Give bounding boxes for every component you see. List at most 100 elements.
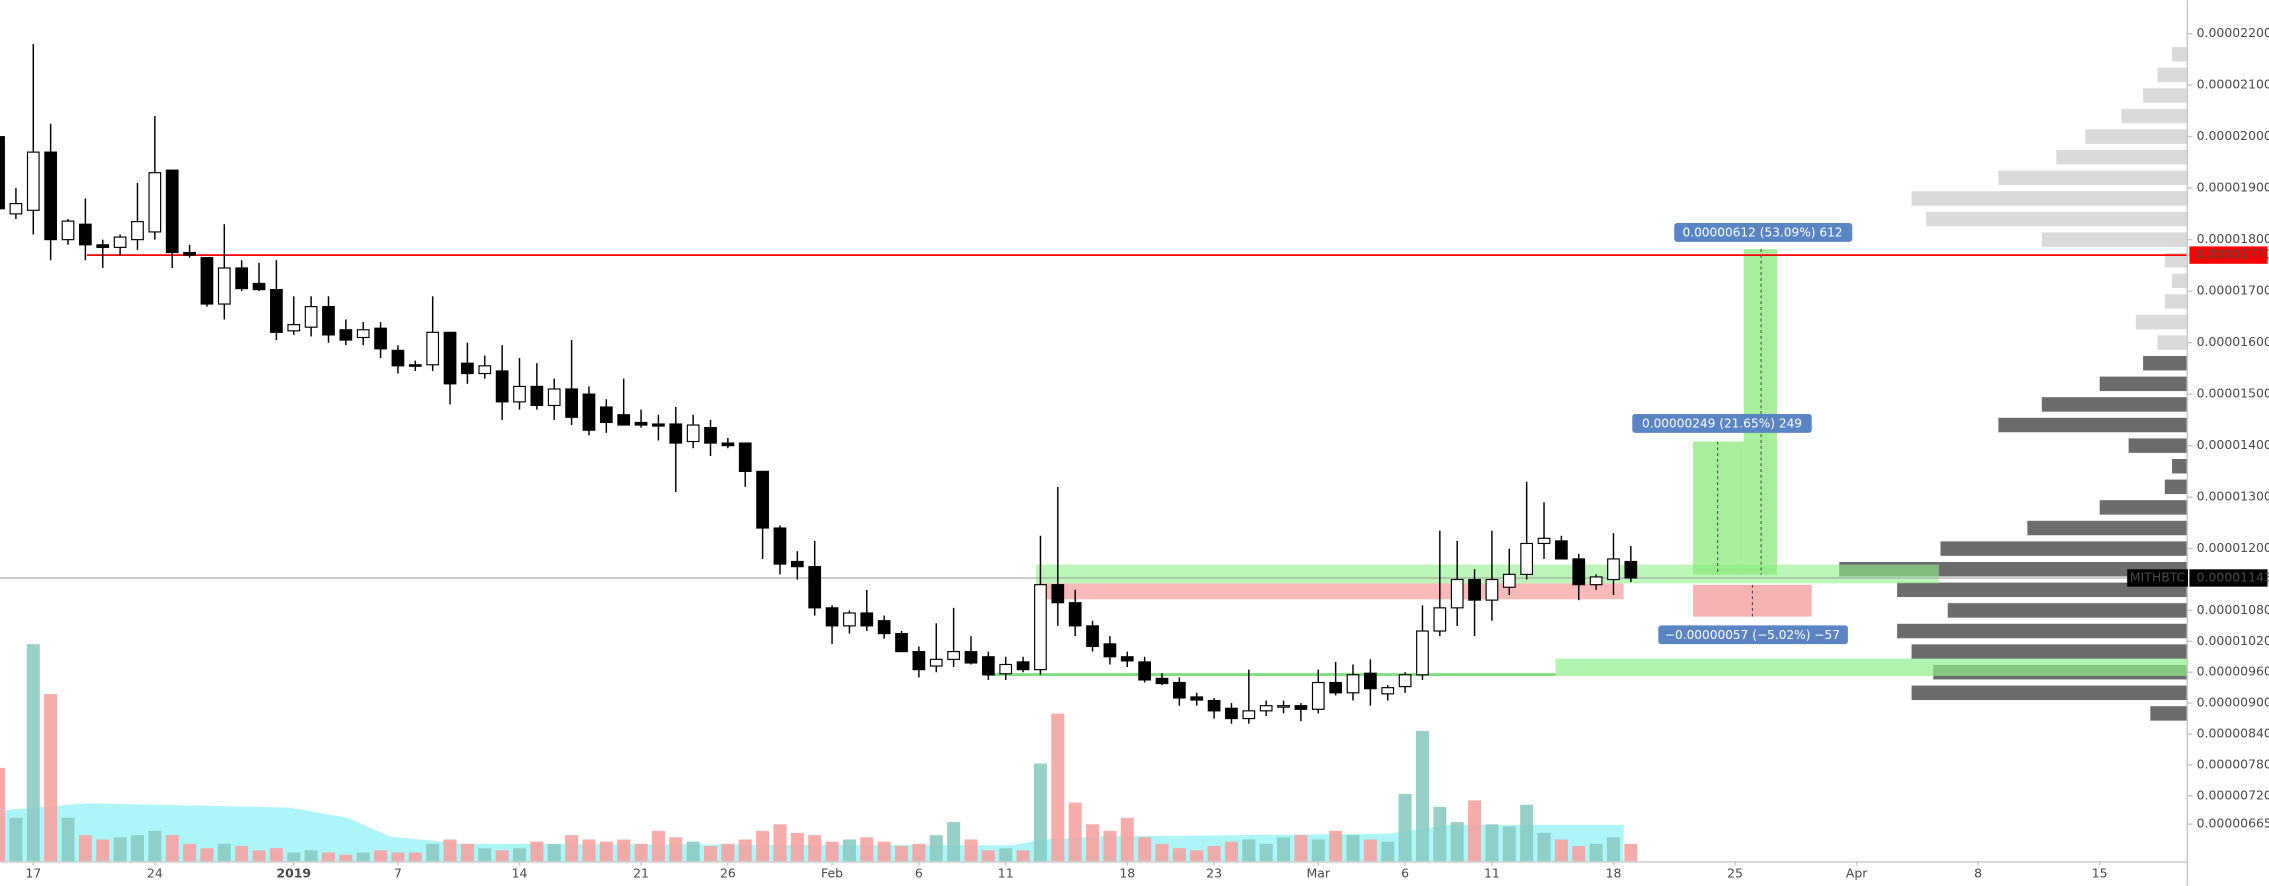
y-tick-label: 0.00001300	[2197, 489, 2269, 504]
volume-bar	[165, 835, 179, 862]
red-zone	[1036, 583, 1624, 600]
candle-body	[1398, 674, 1412, 688]
y-tick-label: 0.00000960	[2197, 664, 2269, 679]
profile-bar	[2164, 294, 2187, 309]
candle-body	[547, 388, 561, 407]
profile-bar	[2157, 335, 2187, 350]
volume-bar	[478, 848, 492, 862]
volume-bar	[339, 854, 353, 862]
axis-labels: 0.00002200 0.00002100 0.00002000 0.00001900…	[25, 25, 2269, 881]
price-tag	[2189, 246, 2268, 264]
candle-body	[877, 620, 891, 635]
volume-bar	[1589, 843, 1603, 862]
volume-bar	[1207, 846, 1221, 862]
candle-body	[1485, 578, 1499, 601]
volume-bar	[756, 830, 770, 862]
y-tick-label: 0.00002100	[2197, 77, 2269, 92]
y-tick-label: 0.00000780	[2197, 756, 2269, 771]
candle-body	[634, 421, 648, 426]
stop-zone	[1693, 584, 1812, 617]
volume-bar	[1502, 826, 1516, 862]
candle-body	[131, 221, 144, 241]
x-tick-label: 25	[1727, 866, 1743, 881]
profile-bar	[1897, 623, 2187, 639]
annotation-box	[1674, 223, 1853, 242]
volume-bar	[1329, 830, 1343, 862]
profile-bar	[2041, 397, 2187, 412]
candle-body	[408, 364, 422, 367]
x-tick-label: 23	[1206, 866, 1222, 881]
candle-body	[669, 423, 683, 444]
volume-bar	[582, 839, 596, 862]
candle-body	[808, 566, 822, 609]
volume-bar	[1520, 804, 1534, 862]
candle-body	[1329, 681, 1343, 694]
volume-bar	[1033, 763, 1047, 862]
volume-bar	[617, 839, 631, 862]
profile-bar	[1911, 685, 2187, 701]
volume-bar	[1346, 835, 1360, 862]
volume-bar	[235, 846, 249, 862]
profile-bar	[1947, 603, 2187, 618]
candle-body	[1502, 573, 1516, 588]
candle-body	[1572, 558, 1586, 586]
volume-bar	[947, 822, 961, 862]
volume-bar	[1381, 841, 1395, 862]
candle-body	[1016, 661, 1030, 671]
y-tick-label: 0.00001900	[2197, 180, 2269, 195]
x-tick-label: 15	[2092, 866, 2108, 881]
candle-body	[981, 656, 995, 676]
x-tick-label: Feb	[821, 866, 843, 881]
profile-bar	[1911, 191, 2187, 206]
candle-body	[374, 327, 387, 350]
volume-bar	[1485, 824, 1499, 862]
volume-bar	[1450, 822, 1464, 862]
volume-bar	[1468, 800, 1482, 862]
profile-bar	[2128, 438, 2187, 453]
green-zone-lower	[1555, 658, 2187, 676]
y-tick-label: 0.00002000	[2197, 128, 2269, 143]
candle-body	[9, 203, 23, 215]
volume-bar	[721, 843, 735, 862]
volume-bar	[1363, 839, 1377, 862]
volume-bar	[929, 835, 943, 862]
volume-bar	[217, 843, 231, 862]
volume-bar	[9, 817, 23, 862]
profile-bar	[2143, 88, 2187, 103]
volume-bar	[1398, 793, 1412, 862]
candle-body	[148, 172, 162, 233]
symbol-tag-label: MITHBTC	[2130, 569, 2186, 584]
volume-bar	[1172, 848, 1186, 862]
volume-bar	[1537, 832, 1551, 862]
x-tick-label: 2019	[276, 866, 311, 881]
y-tick-label: 0.00001500	[2197, 386, 2269, 401]
price-tag	[2189, 569, 2268, 587]
volume-layer	[0, 644, 1638, 862]
x-tick-label: 11	[1484, 866, 1500, 881]
candle-body	[599, 406, 613, 424]
candle-body	[287, 324, 301, 332]
volume-bar	[374, 850, 388, 862]
volume-bar	[1433, 806, 1447, 862]
volume-bar	[825, 841, 839, 862]
candle-body	[304, 306, 318, 328]
candle-body	[461, 362, 474, 375]
volume-bar	[1138, 837, 1152, 862]
candle-body	[165, 169, 179, 254]
volume-bar	[912, 843, 926, 862]
x-tick-label: Mar	[1307, 866, 1331, 881]
y-tick-label: 0.00001020	[2197, 633, 2269, 648]
candle-body	[339, 329, 353, 341]
candle-body	[235, 267, 249, 290]
volume-bar	[999, 848, 1013, 862]
candle-body	[1555, 540, 1568, 560]
volume-bar	[686, 841, 700, 862]
volume-bar	[1311, 839, 1325, 862]
candle-body	[1034, 584, 1047, 671]
candle-body	[61, 220, 75, 241]
volume-bar	[304, 850, 318, 862]
candle-body	[1450, 578, 1464, 609]
volume-bar	[1224, 841, 1238, 862]
volume-bar	[842, 839, 856, 862]
